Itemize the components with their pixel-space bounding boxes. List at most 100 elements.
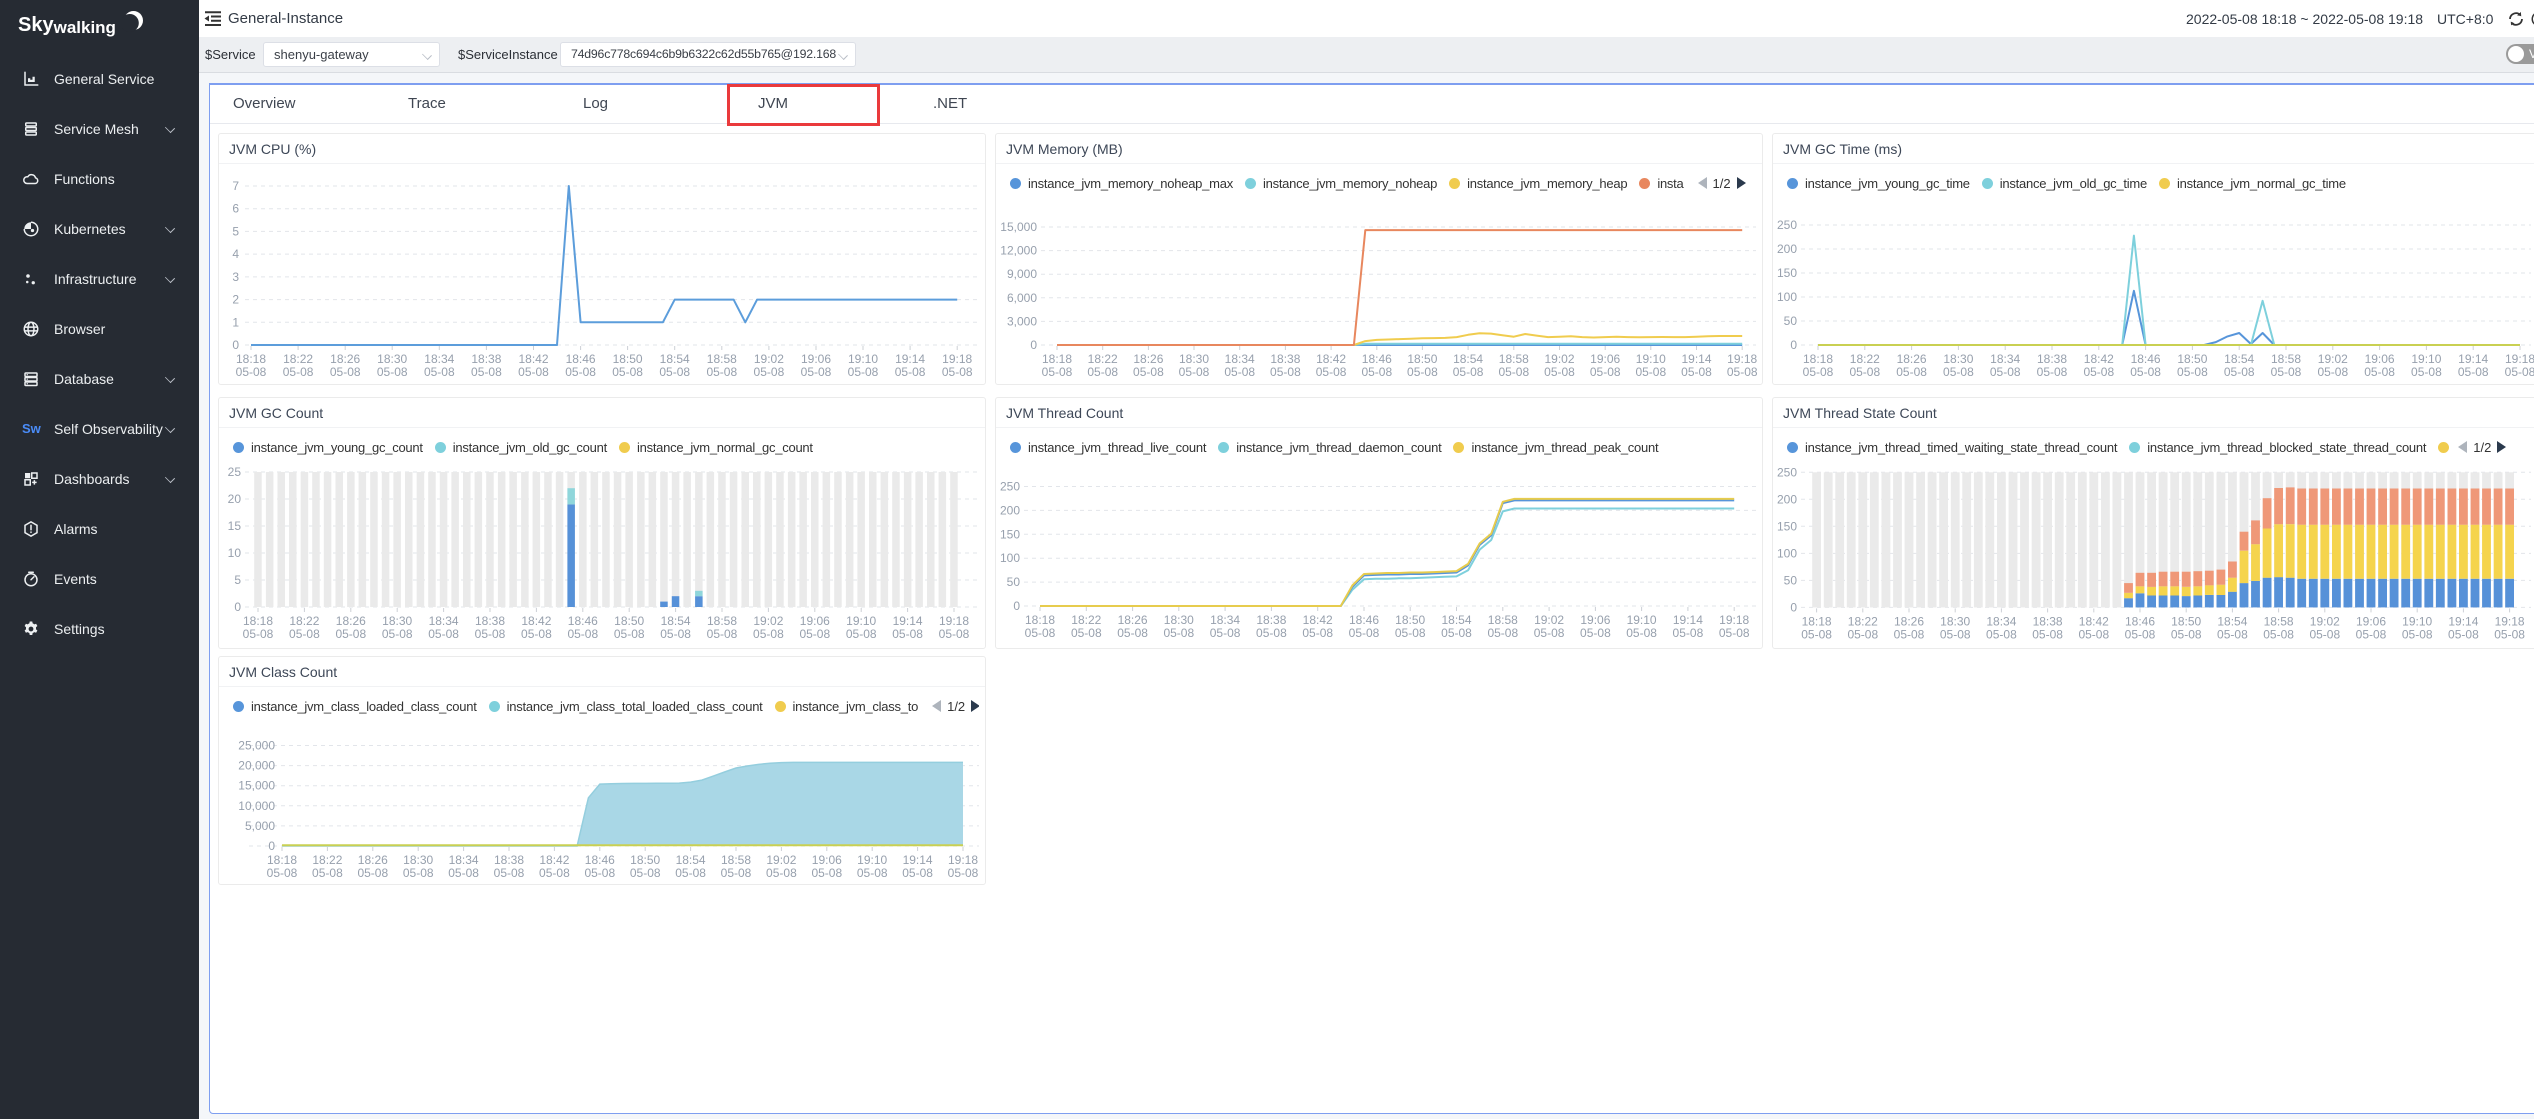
svg-text:19:02: 19:02 <box>1534 613 1564 627</box>
svg-text:05-08: 05-08 <box>2177 365 2208 379</box>
svg-text:18:34: 18:34 <box>1210 613 1240 627</box>
svg-text:18:58: 18:58 <box>707 614 737 628</box>
svg-text:05-08: 05-08 <box>811 866 842 880</box>
svg-text:05-08: 05-08 <box>1117 626 1148 640</box>
svg-text:18:42: 18:42 <box>2079 614 2109 628</box>
svg-text:18:30: 18:30 <box>1940 614 1970 628</box>
svg-text:05-08: 05-08 <box>1042 365 1073 379</box>
svg-text:3,000: 3,000 <box>1007 314 1037 328</box>
svg-text:18:38: 18:38 <box>2033 614 2063 628</box>
svg-text:05-08: 05-08 <box>289 627 320 641</box>
svg-text:19:02: 19:02 <box>766 853 796 867</box>
svg-text:05-08: 05-08 <box>754 365 785 379</box>
svg-text:18:54: 18:54 <box>676 853 706 867</box>
svg-text:19:10: 19:10 <box>846 614 876 628</box>
svg-text:18:50: 18:50 <box>1407 352 1437 366</box>
svg-text:05-08: 05-08 <box>707 627 738 641</box>
svg-text:18:22: 18:22 <box>283 352 313 366</box>
svg-text:05-08: 05-08 <box>1071 626 1102 640</box>
svg-text:18:22: 18:22 <box>1071 613 1101 627</box>
svg-text:19:06: 19:06 <box>2356 614 2386 628</box>
svg-text:18:46: 18:46 <box>568 614 598 628</box>
svg-text:18:26: 18:26 <box>1897 352 1927 366</box>
svg-text:18:38: 18:38 <box>2037 352 2067 366</box>
svg-text:19:14: 19:14 <box>893 614 923 628</box>
svg-text:18:18: 18:18 <box>1802 614 1832 628</box>
svg-text:18:38: 18:38 <box>494 853 524 867</box>
svg-text:18:50: 18:50 <box>2177 352 2207 366</box>
svg-text:05-08: 05-08 <box>848 365 879 379</box>
svg-text:18:58: 18:58 <box>1499 352 1529 366</box>
svg-text:05-08: 05-08 <box>382 627 413 641</box>
svg-text:05-08: 05-08 <box>2448 627 2479 641</box>
svg-text:05-08: 05-08 <box>1487 626 1518 640</box>
svg-text:19:10: 19:10 <box>848 352 878 366</box>
svg-text:05-08: 05-08 <box>236 365 267 379</box>
svg-text:05-08: 05-08 <box>2364 365 2395 379</box>
svg-text:18:54: 18:54 <box>1441 613 1471 627</box>
svg-text:18:42: 18:42 <box>1303 613 1333 627</box>
svg-text:15,000: 15,000 <box>1000 220 1037 234</box>
svg-text:18:34: 18:34 <box>449 853 479 867</box>
svg-text:05-08: 05-08 <box>2032 627 2063 641</box>
svg-text:05-08: 05-08 <box>753 627 784 641</box>
svg-text:05-08: 05-08 <box>243 627 274 641</box>
svg-text:19:06: 19:06 <box>2365 352 2395 366</box>
svg-text:19:06: 19:06 <box>1580 613 1610 627</box>
svg-text:05-08: 05-08 <box>1803 365 1834 379</box>
svg-text:18:58: 18:58 <box>2264 614 2294 628</box>
svg-text:05-08: 05-08 <box>1894 627 1925 641</box>
svg-text:05-08: 05-08 <box>2271 365 2302 379</box>
svg-text:19:18: 19:18 <box>948 853 978 867</box>
svg-text:2: 2 <box>232 293 239 307</box>
svg-text:18:46: 18:46 <box>566 352 596 366</box>
svg-text:18:22: 18:22 <box>1848 614 1878 628</box>
svg-text:18:26: 18:26 <box>1894 614 1924 628</box>
svg-text:18:42: 18:42 <box>1316 352 1346 366</box>
svg-text:05-08: 05-08 <box>1407 365 1438 379</box>
svg-text:18:50: 18:50 <box>613 352 643 366</box>
svg-text:18:46: 18:46 <box>1349 613 1379 627</box>
svg-text:05-08: 05-08 <box>721 866 752 880</box>
svg-text:05-08: 05-08 <box>801 365 832 379</box>
svg-text:15,000: 15,000 <box>238 779 275 793</box>
svg-text:5: 5 <box>234 573 241 587</box>
svg-text:18:50: 18:50 <box>2171 614 2201 628</box>
svg-text:05-08: 05-08 <box>2083 365 2114 379</box>
svg-text:18:30: 18:30 <box>1179 352 1209 366</box>
svg-text:05-08: 05-08 <box>1580 626 1611 640</box>
svg-text:05-08: 05-08 <box>403 866 434 880</box>
svg-text:18:22: 18:22 <box>1088 352 1118 366</box>
svg-text:05-08: 05-08 <box>630 866 661 880</box>
svg-text:18:38: 18:38 <box>1270 352 1300 366</box>
svg-text:05-08: 05-08 <box>2171 627 2202 641</box>
svg-text:19:06: 19:06 <box>800 614 830 628</box>
svg-text:18:34: 18:34 <box>1986 614 2016 628</box>
svg-text:18:58: 18:58 <box>1488 613 1518 627</box>
svg-text:18:50: 18:50 <box>630 853 660 867</box>
svg-text:18:54: 18:54 <box>660 352 690 366</box>
svg-text:05-08: 05-08 <box>612 365 643 379</box>
svg-text:250: 250 <box>1777 218 1797 232</box>
svg-text:05-08: 05-08 <box>1847 627 1878 641</box>
svg-text:05-08: 05-08 <box>2125 627 2156 641</box>
svg-text:4: 4 <box>232 247 239 261</box>
svg-text:18:26: 18:26 <box>1133 352 1163 366</box>
svg-text:18:58: 18:58 <box>721 853 751 867</box>
svg-text:6: 6 <box>232 202 239 216</box>
svg-text:19:18: 19:18 <box>1719 613 1749 627</box>
svg-text:18:30: 18:30 <box>1164 613 1194 627</box>
svg-text:05-08: 05-08 <box>1453 365 1484 379</box>
svg-text:9,000: 9,000 <box>1007 267 1037 281</box>
svg-text:0: 0 <box>1013 599 1020 613</box>
svg-text:18:42: 18:42 <box>539 853 569 867</box>
svg-text:05-08: 05-08 <box>2505 365 2534 379</box>
svg-text:05-08: 05-08 <box>1986 627 2017 641</box>
svg-text:19:02: 19:02 <box>1544 352 1574 366</box>
svg-text:05-08: 05-08 <box>892 627 923 641</box>
svg-text:18:30: 18:30 <box>382 614 412 628</box>
svg-text:05-08: 05-08 <box>857 866 888 880</box>
svg-text:05-08: 05-08 <box>1990 365 2021 379</box>
svg-text:12,000: 12,000 <box>1000 244 1037 258</box>
svg-text:18:22: 18:22 <box>1850 352 1880 366</box>
